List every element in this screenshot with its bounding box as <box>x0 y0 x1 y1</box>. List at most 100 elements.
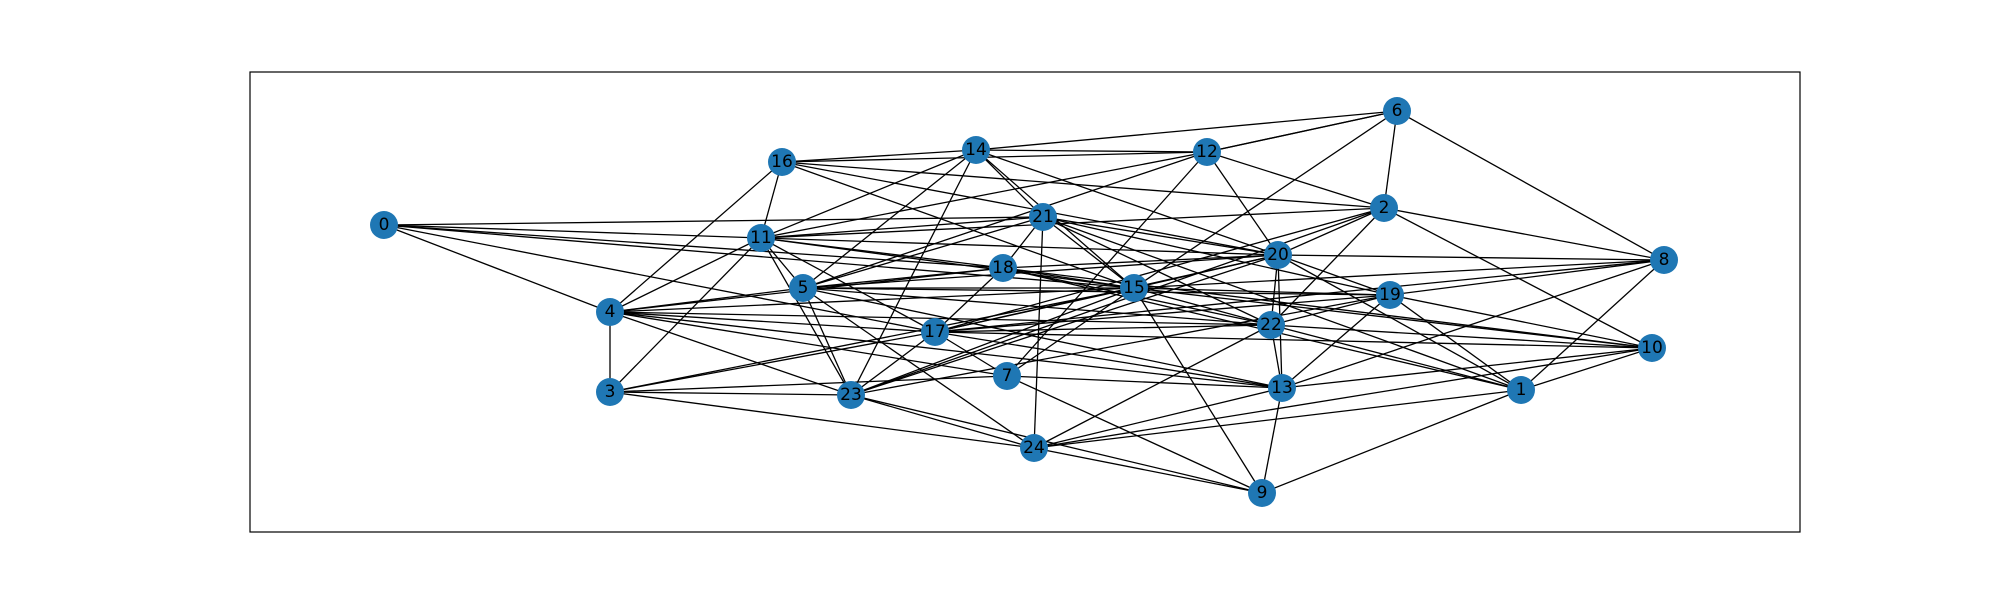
edge-12-20 <box>1206 151 1279 256</box>
node-18: 18 <box>989 254 1017 282</box>
edge-13-9 <box>1261 387 1283 494</box>
edge-5-13 <box>802 287 1283 389</box>
node-15: 15 <box>1120 274 1148 302</box>
edge-22-1 <box>1270 324 1522 391</box>
edge-16-2 <box>781 161 1385 209</box>
node-14: 14 <box>962 136 990 164</box>
edge-20-8 <box>1277 254 1665 261</box>
edge-4-23 <box>609 311 852 396</box>
node-circle-24 <box>1020 434 1048 462</box>
edge-2-20 <box>1277 207 1385 256</box>
node-24: 24 <box>1020 434 1048 462</box>
node-circle-14 <box>962 136 990 164</box>
edge-17-7 <box>934 331 1008 377</box>
edge-19-22 <box>1270 294 1391 326</box>
edge-16-14 <box>781 149 977 163</box>
edge-17-22 <box>934 324 1272 333</box>
edge-21-22 <box>1042 216 1272 326</box>
edge-7-13 <box>1006 375 1283 389</box>
edge-12-11 <box>760 151 1208 239</box>
edge-19-10 <box>1389 294 1653 349</box>
node-12: 12 <box>1193 138 1221 166</box>
node-11: 11 <box>747 224 775 252</box>
edge-4-13 <box>609 311 1283 389</box>
edge-15-3 <box>609 287 1135 393</box>
edge-15-10 <box>1133 287 1653 349</box>
edge-4-17 <box>609 311 936 333</box>
edge-17-10 <box>934 331 1653 349</box>
node-label-7: 7 <box>1002 366 1013 386</box>
node-circle-10 <box>1638 334 1666 362</box>
node-label-6: 6 <box>1392 101 1403 121</box>
edge-3-23 <box>609 391 852 396</box>
node-circle-20 <box>1264 241 1292 269</box>
edge-8-19 <box>1389 259 1665 296</box>
node-6: 6 <box>1383 97 1411 125</box>
edge-6-12 <box>1206 110 1398 153</box>
node-22: 22 <box>1257 311 1285 339</box>
edge-21-20 <box>1042 216 1279 256</box>
edge-23-9 <box>850 394 1263 494</box>
edge-15-17 <box>934 287 1135 333</box>
edge-0-18 <box>383 224 1004 269</box>
node-label-0: 0 <box>379 215 390 235</box>
edges-layer <box>383 110 1665 494</box>
node-circle-17 <box>921 318 949 346</box>
edge-21-15 <box>1042 216 1135 289</box>
node-13: 13 <box>1268 374 1296 402</box>
edge-6-15 <box>1133 110 1398 289</box>
edge-5-22 <box>802 287 1272 326</box>
node-0: 0 <box>370 211 398 239</box>
node-circle-3 <box>596 378 624 406</box>
node-16: 16 <box>768 148 796 176</box>
edge-15-4 <box>609 287 1135 313</box>
node-circle-22 <box>1257 311 1285 339</box>
edge-24-9 <box>1033 447 1263 494</box>
edge-15-7 <box>1006 287 1135 377</box>
node-label-8: 8 <box>1659 250 1670 270</box>
node-5: 5 <box>789 274 817 302</box>
edge-23-24 <box>850 394 1035 449</box>
edge-14-21 <box>975 149 1044 218</box>
edge-5-4 <box>609 287 804 313</box>
node-label-16: 16 <box>771 152 793 172</box>
node-2: 2 <box>1370 194 1398 222</box>
edge-11-15 <box>760 237 1135 289</box>
edge-17-13 <box>934 331 1283 389</box>
edge-4-22 <box>609 311 1272 326</box>
node-label-15: 15 <box>1123 278 1145 298</box>
edge-16-20 <box>781 161 1279 256</box>
edge-8-15 <box>1133 259 1665 289</box>
edge-2-23 <box>850 207 1385 396</box>
node-label-10: 10 <box>1641 338 1663 358</box>
edge-12-7 <box>1006 151 1208 377</box>
edge-11-4 <box>609 237 762 313</box>
edge-3-24 <box>609 391 1035 449</box>
edge-6-2 <box>1383 110 1398 209</box>
edge-20-1 <box>1277 254 1522 391</box>
node-8: 8 <box>1650 246 1678 274</box>
edge-10-1 <box>1520 347 1653 391</box>
node-label-20: 20 <box>1267 245 1289 265</box>
node-label-13: 13 <box>1271 378 1293 398</box>
edge-6-8 <box>1396 110 1665 261</box>
node-circle-16 <box>768 148 796 176</box>
node-7: 7 <box>993 362 1021 390</box>
node-circle-8 <box>1650 246 1678 274</box>
node-label-1: 1 <box>1516 380 1527 400</box>
node-circle-19 <box>1376 281 1404 309</box>
node-9: 9 <box>1248 479 1276 507</box>
node-label-23: 23 <box>840 385 862 405</box>
plot-frame <box>249 71 1801 533</box>
node-circle-0 <box>370 211 398 239</box>
node-23: 23 <box>837 381 865 409</box>
node-label-17: 17 <box>924 322 946 342</box>
node-circle-23 <box>837 381 865 409</box>
node-circle-2 <box>1370 194 1398 222</box>
node-circle-13 <box>1268 374 1296 402</box>
edge-11-3 <box>609 237 762 393</box>
node-label-9: 9 <box>1257 483 1268 503</box>
